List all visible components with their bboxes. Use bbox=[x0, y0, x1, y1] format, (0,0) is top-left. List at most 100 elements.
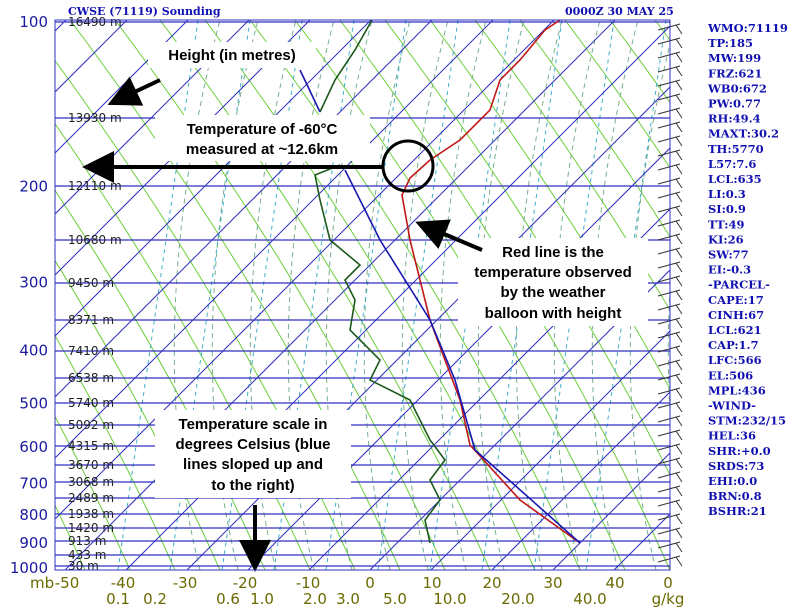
barb bbox=[675, 52, 683, 63]
moist-adiabat bbox=[515, 20, 563, 570]
pressure-label: 200 bbox=[19, 177, 48, 195]
pressure-label: 800 bbox=[19, 506, 48, 524]
barb bbox=[675, 374, 683, 385]
barb bbox=[675, 500, 683, 511]
stat: CAPE:17 bbox=[708, 293, 764, 307]
temperature-label: -40 bbox=[111, 574, 136, 592]
isotherm bbox=[491, 391, 670, 570]
mixing-ratio-label: 5.0 bbox=[383, 590, 407, 608]
barb bbox=[657, 121, 681, 129]
stat: -WIND- bbox=[708, 399, 756, 413]
barb bbox=[675, 458, 683, 469]
stat: SHR:+0.0 bbox=[708, 444, 771, 458]
height-label: 913 m bbox=[68, 534, 106, 548]
height-label: 2489 m bbox=[68, 491, 114, 505]
stat: PW:0.77 bbox=[708, 97, 761, 111]
barb bbox=[657, 331, 681, 339]
barb bbox=[657, 23, 681, 31]
barb bbox=[657, 177, 681, 185]
pressure-label: 500 bbox=[19, 395, 48, 413]
dry-adiabat bbox=[564, 20, 670, 169]
stat: WB0:672 bbox=[707, 81, 767, 95]
barb bbox=[675, 542, 683, 553]
dry-adiabat bbox=[519, 20, 670, 238]
height-label: 1938 m bbox=[68, 507, 114, 521]
isotherm bbox=[552, 452, 670, 570]
height-label: 433 m bbox=[68, 548, 106, 562]
barb bbox=[675, 402, 683, 413]
temperature-label: -10 bbox=[296, 574, 321, 592]
barb bbox=[675, 234, 683, 245]
pressure-label: 300 bbox=[19, 274, 48, 292]
height-label: 1420 m bbox=[68, 521, 114, 535]
dry-adiabat bbox=[249, 20, 581, 570]
profiles bbox=[299, 20, 581, 544]
pressure-label: 900 bbox=[19, 534, 48, 552]
barb bbox=[675, 318, 683, 329]
height-label: 13930 m bbox=[68, 111, 122, 125]
barb bbox=[657, 443, 681, 451]
barb bbox=[657, 191, 681, 199]
barb bbox=[675, 136, 683, 147]
annotation: Temperature of -60°C bbox=[187, 121, 338, 138]
mixing-ratio-label: 40.0 bbox=[573, 590, 606, 608]
moist-adiabat bbox=[629, 41, 670, 570]
barb bbox=[657, 485, 681, 493]
mixing-ratio-label: 1.0 bbox=[250, 590, 274, 608]
pressure-label: 600 bbox=[19, 438, 48, 456]
stat: HEL:36 bbox=[708, 429, 756, 443]
pressure-unit: mb bbox=[30, 574, 54, 592]
parcel-line bbox=[344, 169, 581, 544]
mixing-ratio-label: 10.0 bbox=[433, 590, 466, 608]
dry-adiabat bbox=[55, 334, 176, 570]
plot-frame bbox=[54, 19, 671, 571]
barb bbox=[675, 304, 683, 315]
stat: LI:0.3 bbox=[708, 187, 746, 201]
barb bbox=[675, 66, 683, 77]
barb bbox=[675, 122, 683, 133]
barb bbox=[675, 178, 683, 189]
height-label: 9450 m bbox=[68, 276, 114, 290]
stat: EI:-0.3 bbox=[708, 263, 751, 277]
barb bbox=[657, 65, 681, 73]
isotherm bbox=[55, 20, 433, 398]
annotation: balloon with height bbox=[485, 305, 622, 322]
barb bbox=[657, 527, 681, 535]
stat: SI:0.9 bbox=[708, 202, 746, 216]
isotherm bbox=[0, 20, 5, 570]
dewpoint-line bbox=[314, 164, 446, 544]
barb bbox=[657, 107, 681, 115]
temperature-line bbox=[401, 20, 581, 544]
barb bbox=[675, 528, 683, 539]
pressure-label: 1000 bbox=[10, 559, 48, 577]
temperature-label: 30 bbox=[543, 574, 562, 592]
barb bbox=[675, 164, 683, 175]
barb bbox=[675, 248, 683, 259]
barb bbox=[675, 360, 683, 371]
dry-adiabat bbox=[609, 20, 670, 104]
barb bbox=[657, 415, 681, 423]
pressure-label: 400 bbox=[19, 342, 48, 360]
temperature-label: -20 bbox=[233, 574, 258, 592]
temperature-label: 0 bbox=[663, 574, 673, 592]
mixing-ratio-label: 0.6 bbox=[216, 590, 240, 608]
moist-adiabat bbox=[439, 20, 487, 570]
temperature-label: -50 bbox=[55, 574, 80, 592]
mixing-ratio-unit: g/kg bbox=[652, 590, 685, 608]
moist-adiabat bbox=[477, 20, 525, 570]
stat: STM:232/15 bbox=[708, 414, 786, 428]
moist-adiabat bbox=[325, 20, 373, 570]
moist-adiabat bbox=[553, 20, 601, 570]
barb bbox=[657, 429, 681, 437]
barb bbox=[657, 247, 681, 255]
moist-adiabat bbox=[591, 20, 639, 570]
barb bbox=[675, 38, 683, 49]
pressure-label: 700 bbox=[19, 474, 48, 492]
isotherm bbox=[430, 330, 670, 570]
barb bbox=[675, 416, 683, 427]
stat: BSHR:21 bbox=[708, 504, 767, 518]
isotherm bbox=[55, 20, 189, 154]
temperature-label: -30 bbox=[173, 574, 198, 592]
pressure-label: 100 bbox=[19, 13, 48, 31]
